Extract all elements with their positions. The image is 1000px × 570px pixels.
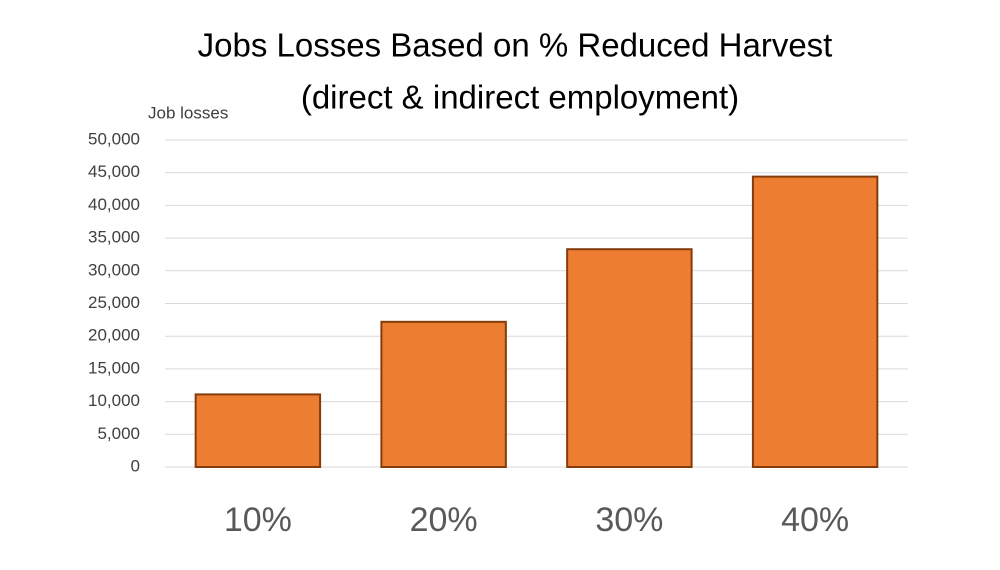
bar [380,320,507,469]
x-tick-label: 40% [781,501,849,539]
y-tick-label: 5,000 [97,424,140,443]
bar [751,175,879,468]
x-tick-label: 10% [224,501,292,539]
chart-title: Jobs Losses Based on % Reduced Harvest [198,27,833,64]
bar [566,248,693,468]
bar [194,393,322,469]
y-tick-label: 10,000 [88,391,140,410]
y-axis-label: Job losses [148,103,228,122]
y-tick-label: 20,000 [88,326,140,345]
x-tick-label: 30% [595,501,663,539]
y-tick-label: 35,000 [88,228,140,247]
y-tick-label: 50,000 [88,129,140,148]
y-tick-label: 0 [131,456,140,475]
y-tick-label: 40,000 [88,195,140,214]
chart-title: (direct & indirect employment) [301,79,739,116]
y-tick-label: 15,000 [88,358,140,377]
y-tick-label: 45,000 [88,162,140,181]
x-tick-label: 20% [410,501,478,539]
y-tick-label: 30,000 [88,260,140,279]
y-tick-label: 25,000 [88,293,140,312]
